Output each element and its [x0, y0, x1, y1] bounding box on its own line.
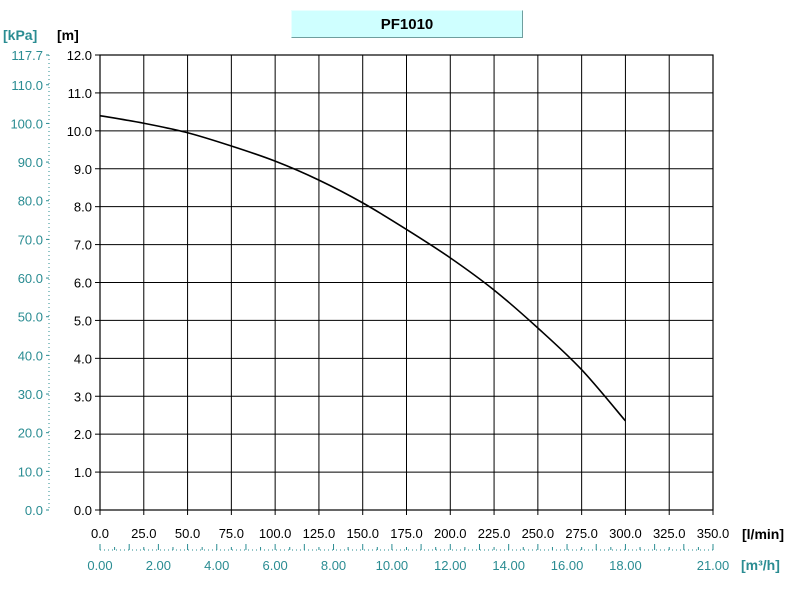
y-axis-kpa-tick-label: 60.0 [18, 271, 43, 286]
grid-lines [100, 55, 713, 510]
x-axis-secondary-unit: [m³/h] [741, 557, 780, 573]
x-axis-lmin-tick-label: 225.0 [478, 526, 511, 541]
x-axis-m3h-tick-label: 18.00 [609, 558, 642, 573]
y-axis-m-tick-label: 1.0 [74, 465, 92, 480]
x-axis-lmin-tick-label: 125.0 [303, 526, 336, 541]
x-axis-m3h-tick-label: 4.00 [204, 558, 229, 573]
y-axis-kpa-tick-label: 70.0 [18, 232, 43, 247]
x-axis-m3h-tick-label: 10.00 [376, 558, 409, 573]
curve-layer [99, 114, 627, 422]
x-axis-m3h-tick-label: 16.00 [551, 558, 584, 573]
y-axis-m-tick-label: 8.0 [74, 200, 92, 215]
x-axis-lmin-tick-label: 0.0 [91, 526, 109, 541]
y-axis-m-tick-label: 10.0 [67, 124, 92, 139]
y-axis-primary-unit: [m] [57, 27, 79, 43]
x-axis-m3h-tick-label: 6.00 [262, 558, 287, 573]
x-axis-lmin-tick-label: 325.0 [653, 526, 686, 541]
x-axis-m3h-tick-label: 12.00 [434, 558, 467, 573]
x-axis-m3h-tick-label: 2.00 [146, 558, 171, 573]
y-axis-kpa-tick-label: 117.7 [11, 48, 43, 63]
y-axis-kpa-tick-label: 80.0 [18, 194, 43, 209]
x-axis-lmin-tick-label: 250.0 [522, 526, 555, 541]
y-axis-kpa-tick-label: 90.0 [18, 155, 43, 170]
y-axis-kpa-tick-label: 0.0 [25, 503, 43, 518]
y-axis-kpa-tick-label: 20.0 [18, 426, 43, 441]
chart-title: PF1010 [291, 10, 523, 38]
x-axis-lmin-tick-label: 275.0 [565, 526, 598, 541]
y-axis-m-tick-label: 11.0 [68, 86, 92, 101]
y-axis-kpa-tick-label: 110.0 [11, 78, 43, 93]
x-axis-m3h-tick-label: 0.00 [87, 558, 112, 573]
y-axis-kpa-tick-label: 100.0 [10, 116, 43, 131]
x-axis-lmin-tick-label: 50.0 [175, 526, 200, 541]
y-axis-kpa-tick-label: 40.0 [18, 348, 43, 363]
x-axis-lmin-tick-label: 25.0 [131, 526, 156, 541]
x-axis-m3h-tick-label: 14.00 [492, 558, 525, 573]
y-axis-m: 0.0 1.0 2.0 3.0 4.0 5.0 6.0 7.0 8.0 9.0 10.0 11.0 12… [67, 48, 100, 518]
x-axis-m3h-tick-label: 21.00 [697, 558, 730, 573]
y-axis-m-tick-label: 3.0 [74, 389, 92, 404]
y-axis-m-tick-label: 5.0 [74, 313, 92, 328]
x-axis-lmin-tick-label: 300.0 [609, 526, 642, 541]
y-axis-m-tick-label: 0.0 [74, 503, 92, 518]
x-axis-primary-unit: [l/min] [742, 526, 784, 542]
x-axis-lmin-tick-label: 100.0 [259, 526, 292, 541]
y-axis-kpa-tick-label: 30.0 [18, 387, 43, 402]
x-axis-lmin-tick-label: 75.0 [219, 526, 244, 541]
y-axis-m-tick-label: 9.0 [74, 162, 92, 177]
y-axis-m-tick-label: 7.0 [74, 238, 92, 253]
x-axis-lmin-tick-label: 200.0 [434, 526, 467, 541]
y-axis-kpa: 0.0 10.0 20.0 30.0 40.0 50.0 60.0 70.0 80.0 90.0 1… [10, 48, 50, 518]
y-axis-m-tick-label: 12.0 [67, 48, 92, 63]
x-axis-lmin-tick-label: 150.0 [346, 526, 379, 541]
y-axis-kpa-tick-label: 10.0 [18, 464, 43, 479]
y-axis-m-tick-label: 2.0 [74, 427, 92, 442]
x-axis-lmin: 0.0 25.0 50.0 75.0 100.0 125.0 150.0 175.0 200.0… [91, 510, 729, 541]
y-axis-m-tick-label: 4.0 [74, 351, 92, 366]
pump-curve-line [99, 114, 627, 422]
x-axis-m3h: 0.00 2.00 4.00 6.00 8.00 10.00 12.00 14.00 16.00… [87, 544, 729, 573]
x-axis-m3h-tick-label: 8.00 [321, 558, 346, 573]
y-axis-secondary-unit: [kPa] [3, 27, 37, 43]
y-axis-kpa-tick-label: 50.0 [18, 310, 43, 325]
x-axis-lmin-tick-label: 350.0 [697, 526, 730, 541]
y-axis-m-tick-label: 6.0 [74, 276, 92, 291]
x-axis-lmin-tick-label: 175.0 [390, 526, 423, 541]
